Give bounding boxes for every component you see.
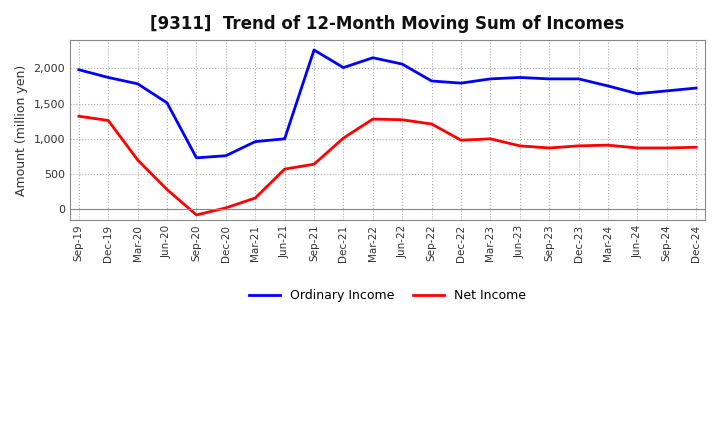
Ordinary Income [192,155,201,161]
Line: Ordinary Income: Ordinary Income [79,50,696,158]
Ordinary Income [545,76,554,81]
Ordinary Income [633,91,642,96]
Ordinary Income [251,139,259,144]
Net Income [427,121,436,127]
Ordinary Income [516,75,524,80]
Legend: Ordinary Income, Net Income: Ordinary Income, Net Income [243,284,531,307]
Net Income [545,145,554,150]
Ordinary Income [222,153,230,158]
Ordinary Income [163,100,171,106]
Net Income [222,205,230,210]
Ordinary Income [369,55,377,60]
Net Income [692,145,701,150]
Ordinary Income [280,136,289,141]
Ordinary Income [75,67,84,72]
Net Income [633,145,642,150]
Ordinary Income [339,65,348,70]
Ordinary Income [603,83,612,88]
Title: [9311]  Trend of 12-Month Moving Sum of Incomes: [9311] Trend of 12-Month Moving Sum of I… [150,15,625,33]
Net Income [339,136,348,141]
Net Income [398,117,407,122]
Ordinary Income [104,75,112,80]
Net Income [251,195,259,201]
Ordinary Income [310,48,318,53]
Net Income [280,166,289,172]
Net Income [662,145,671,150]
Y-axis label: Amount (million yen): Amount (million yen) [15,64,28,196]
Ordinary Income [575,76,583,81]
Ordinary Income [456,81,465,86]
Net Income [575,143,583,148]
Net Income [75,114,84,119]
Net Income [486,136,495,141]
Net Income [133,158,142,163]
Net Income [369,117,377,122]
Net Income [163,187,171,192]
Net Income [516,143,524,148]
Ordinary Income [133,81,142,86]
Ordinary Income [427,78,436,84]
Net Income [603,143,612,148]
Net Income [456,138,465,143]
Net Income [104,118,112,123]
Ordinary Income [398,62,407,67]
Net Income [192,212,201,217]
Ordinary Income [662,88,671,94]
Line: Net Income: Net Income [79,116,696,215]
Ordinary Income [486,76,495,81]
Ordinary Income [692,85,701,91]
Net Income [310,161,318,167]
